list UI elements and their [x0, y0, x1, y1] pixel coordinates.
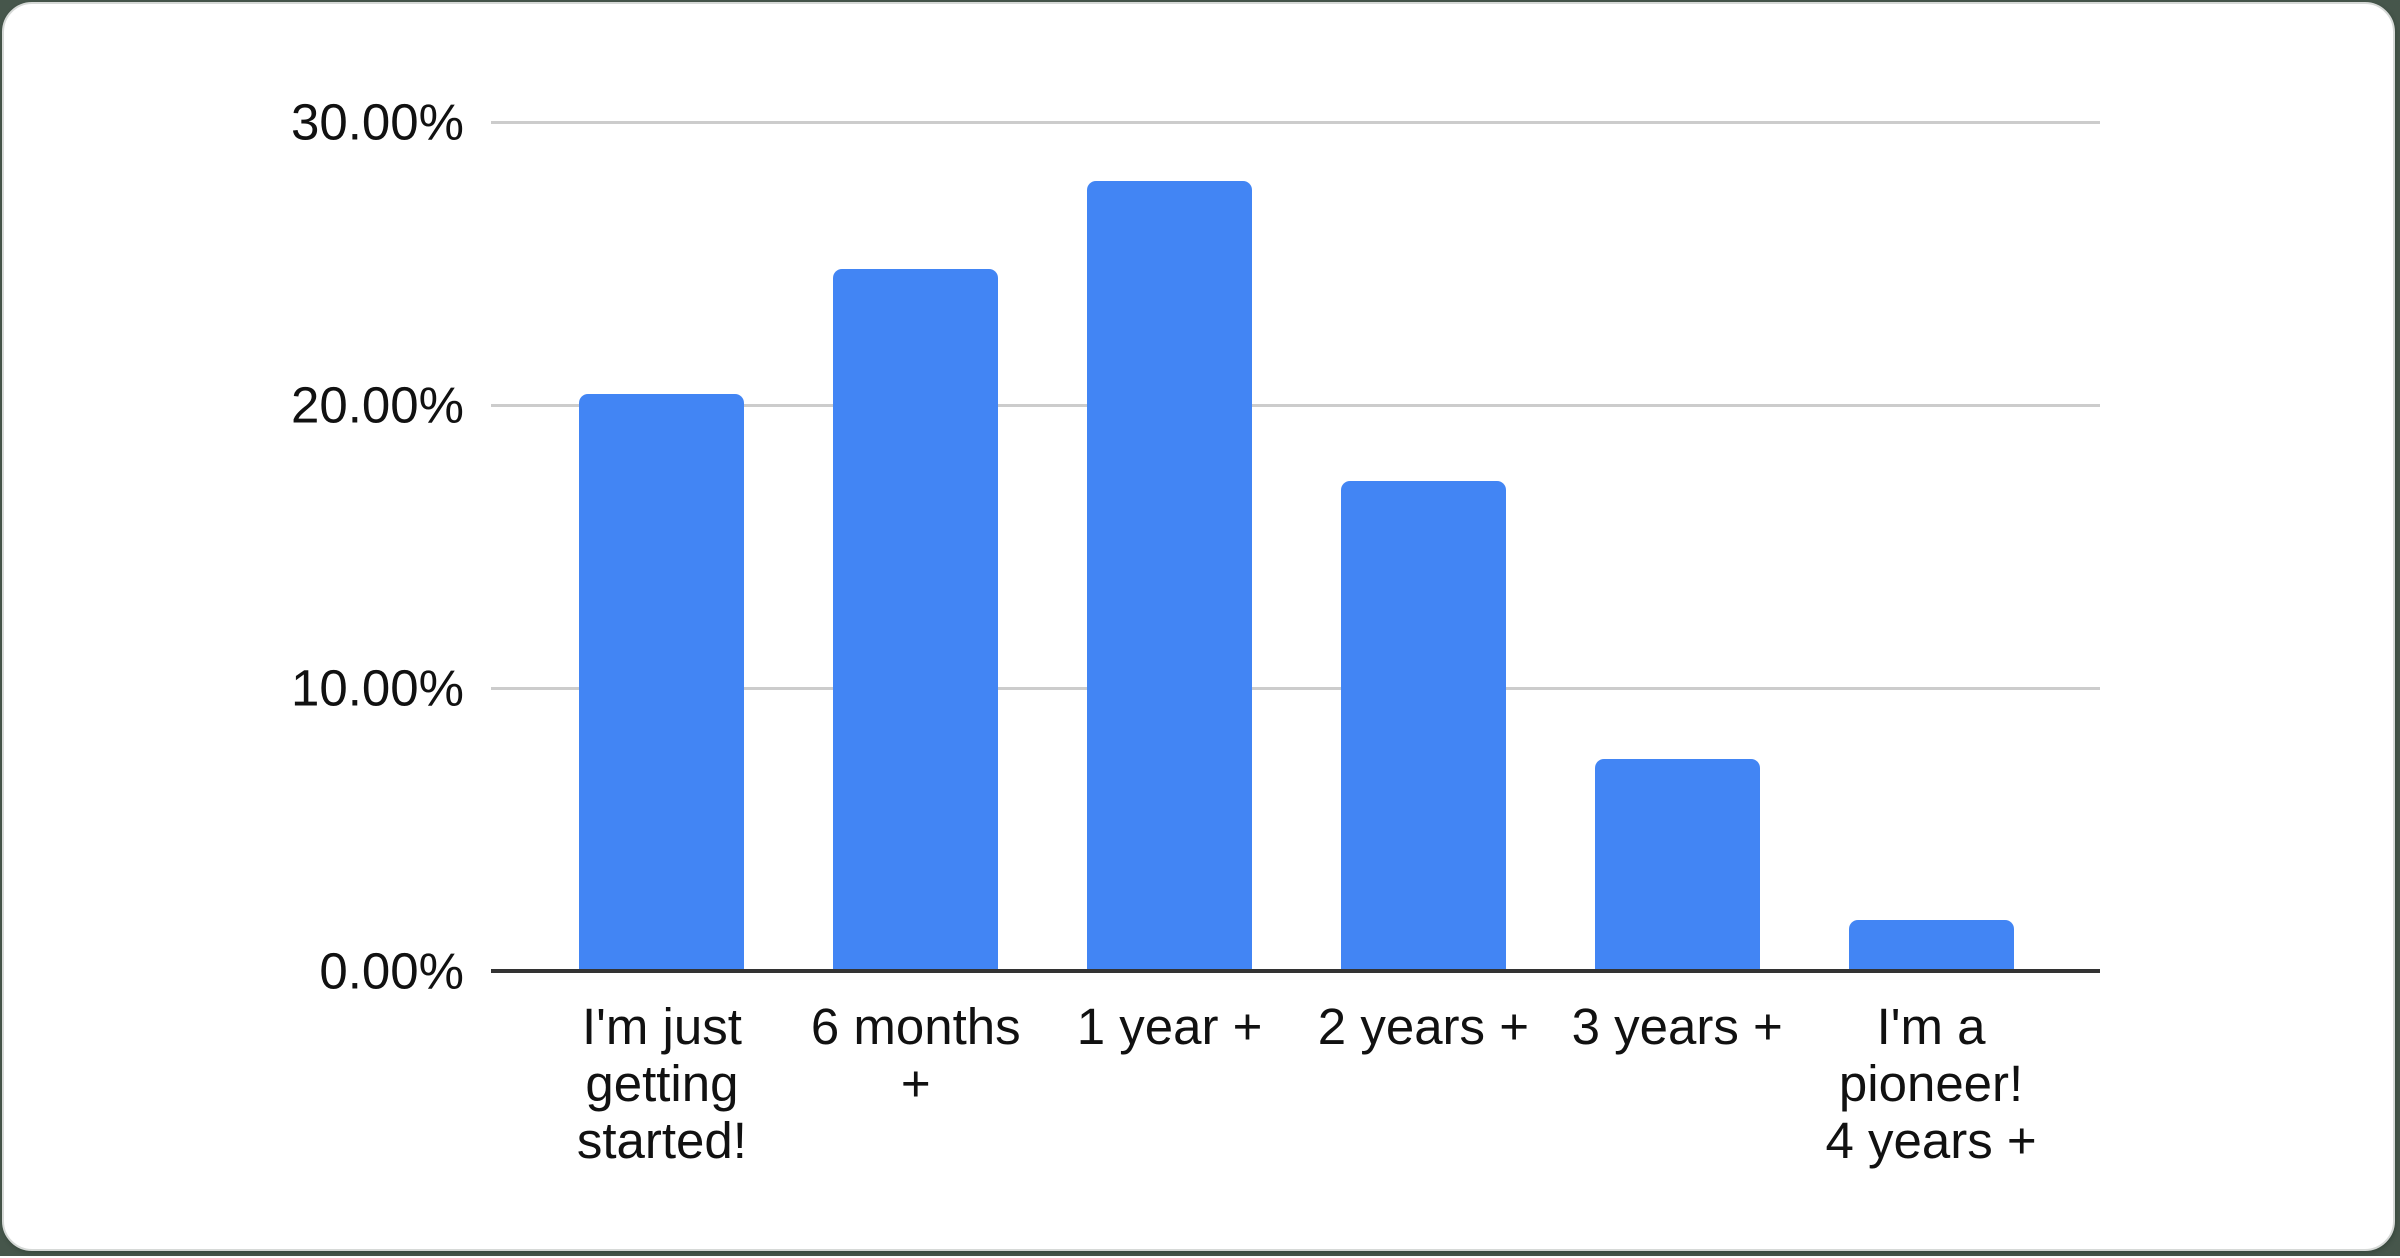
bar[interactable]	[833, 269, 999, 971]
bar-slot	[1804, 122, 2058, 971]
gridline	[491, 686, 2100, 690]
bar[interactable]	[1848, 920, 2014, 971]
x-axis-label-line: getting	[585, 1055, 739, 1112]
y-tick-label: 30.00%	[291, 93, 464, 151]
x-axis-label-line: pioneer!	[1838, 1055, 2024, 1112]
bar-slot	[1550, 122, 1804, 971]
x-axis-category-label: I'm a pioneer! 4 years +	[1804, 998, 2058, 1169]
gridline	[491, 120, 2100, 124]
bar-slot	[1296, 122, 1550, 971]
bar-slot	[535, 122, 789, 971]
bar[interactable]	[1340, 481, 1506, 971]
y-tick-label: 0.00%	[319, 942, 464, 1000]
gridline	[491, 403, 2100, 407]
x-axis-label-line: 6 months	[810, 998, 1021, 1055]
x-axis-label-line: +	[900, 1055, 931, 1112]
bars-row	[535, 122, 2058, 971]
x-axis-label-line: started!	[576, 1112, 747, 1169]
y-tick-label: 10.00%	[291, 659, 464, 717]
x-axis-label-line: I'm just	[581, 998, 742, 1055]
x-axis-category-label: 3 years +	[1550, 998, 1804, 1055]
x-axis-category-label: I'm just getting started!	[535, 998, 789, 1169]
x-axis-label-line: 4 years +	[1825, 1112, 2037, 1169]
bar-slot	[1043, 122, 1297, 971]
bar-slot	[789, 122, 1043, 971]
x-axis-baseline	[491, 969, 2100, 973]
x-axis-category-label: 6 months +	[789, 998, 1043, 1112]
bar[interactable]	[1087, 181, 1253, 971]
x-axis-label-line: 1 year +	[1076, 998, 1263, 1055]
y-tick-label: 20.00%	[291, 376, 464, 434]
x-axis-category-label: 2 years +	[1296, 998, 1550, 1055]
x-axis-label-line: I'm a	[1876, 998, 1986, 1055]
bar[interactable]	[579, 393, 745, 971]
x-axis-labels: I'm just getting started! 6 months +1 year +…	[535, 998, 2058, 1169]
bar[interactable]	[1594, 758, 1760, 971]
x-axis-category-label: 1 year +	[1043, 998, 1297, 1055]
x-axis-label-line: 3 years +	[1571, 998, 1783, 1055]
x-axis-label-line: 2 years +	[1317, 998, 1529, 1055]
